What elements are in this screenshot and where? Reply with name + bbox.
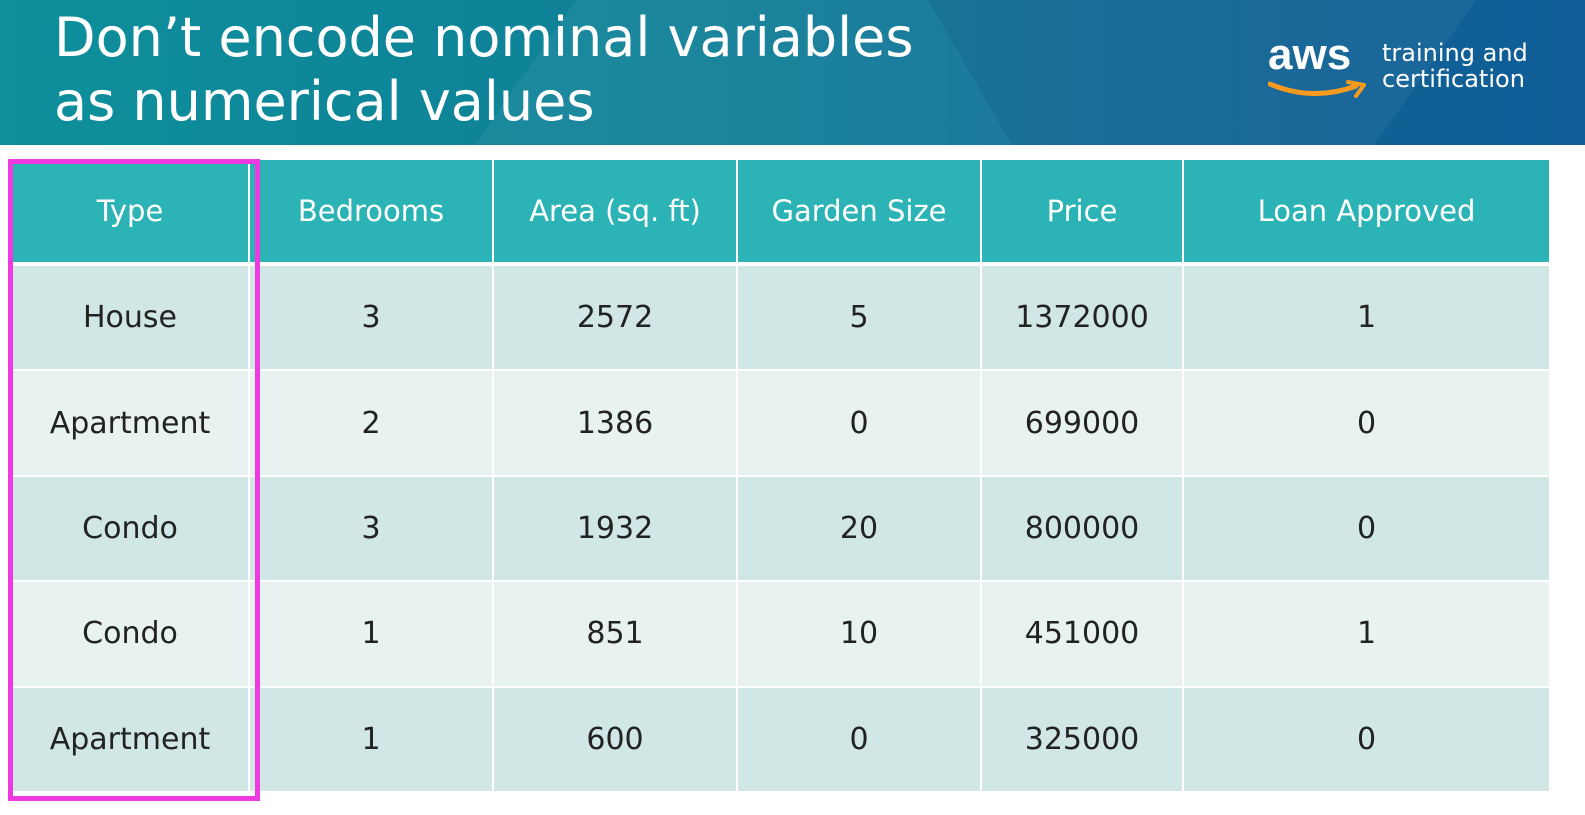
cell-garden-size: 0 — [738, 687, 982, 793]
cell-loan-approved: 0 — [1184, 476, 1549, 583]
header-type: Type — [12, 160, 250, 266]
cell-bedrooms: 2 — [250, 371, 494, 477]
cell-garden-size: 10 — [738, 582, 982, 688]
header-area: Area (sq. ft) — [494, 160, 738, 266]
table-row: Apartment 1 600 0 325000 0 — [12, 687, 1549, 793]
table-row: Apartment 2 1386 0 699000 0 — [12, 371, 1549, 477]
header-loan-approved: Loan Approved — [1184, 160, 1549, 266]
cell-loan-approved: 0 — [1184, 687, 1549, 793]
title-banner: Don’t encode nominal variables as numeri… — [0, 0, 1585, 145]
cell-loan-approved: 0 — [1184, 371, 1549, 477]
header-price: Price — [982, 160, 1184, 266]
aws-wordmark: aws — [1268, 30, 1352, 79]
cell-garden-size: 20 — [738, 476, 982, 583]
cell-type: Condo — [12, 582, 250, 688]
cell-loan-approved: 1 — [1184, 266, 1549, 372]
cell-bedrooms: 1 — [250, 687, 494, 793]
cell-bedrooms: 3 — [250, 476, 494, 583]
table-row: House 3 2572 5 1372000 1 — [12, 266, 1549, 372]
cell-area: 851 — [494, 582, 738, 688]
cell-area: 2572 — [494, 266, 738, 372]
table-header-row: Type Bedrooms Area (sq. ft) Garden Size … — [12, 160, 1549, 266]
cell-price: 325000 — [982, 687, 1184, 793]
housing-data-table: Type Bedrooms Area (sq. ft) Garden Size … — [12, 160, 1549, 793]
table-row: Condo 1 851 10 451000 1 — [12, 582, 1549, 688]
cell-price: 1372000 — [982, 266, 1184, 372]
aws-tagline-line-2: certification — [1382, 65, 1525, 93]
table-row: Condo 3 1932 20 800000 0 — [12, 476, 1549, 583]
aws-tagline-line-1: training and — [1382, 39, 1528, 67]
cell-type: Condo — [12, 476, 250, 583]
slide-title-line-1: Don’t encode nominal variables — [54, 6, 914, 69]
cell-area: 1932 — [494, 476, 738, 583]
aws-smile-icon — [1268, 80, 1366, 98]
cell-area: 600 — [494, 687, 738, 793]
cell-bedrooms: 3 — [250, 266, 494, 372]
data-table-container: Type Bedrooms Area (sq. ft) Garden Size … — [12, 160, 1549, 793]
cell-type: Apartment — [12, 687, 250, 793]
header-bedrooms: Bedrooms — [250, 160, 494, 266]
cell-area: 1386 — [494, 371, 738, 477]
header-garden-size: Garden Size — [738, 160, 982, 266]
slide-title: Don’t encode nominal variables as numeri… — [54, 6, 954, 134]
cell-type: Apartment — [12, 371, 250, 477]
aws-tagline: training and certification — [1382, 40, 1542, 92]
cell-loan-approved: 1 — [1184, 582, 1549, 688]
cell-price: 800000 — [982, 476, 1184, 583]
slide-title-line-2: as numerical values — [54, 70, 595, 133]
cell-price: 451000 — [982, 582, 1184, 688]
cell-type: House — [12, 266, 250, 372]
cell-price: 699000 — [982, 371, 1184, 477]
cell-garden-size: 0 — [738, 371, 982, 477]
cell-garden-size: 5 — [738, 266, 982, 372]
cell-bedrooms: 1 — [250, 582, 494, 688]
